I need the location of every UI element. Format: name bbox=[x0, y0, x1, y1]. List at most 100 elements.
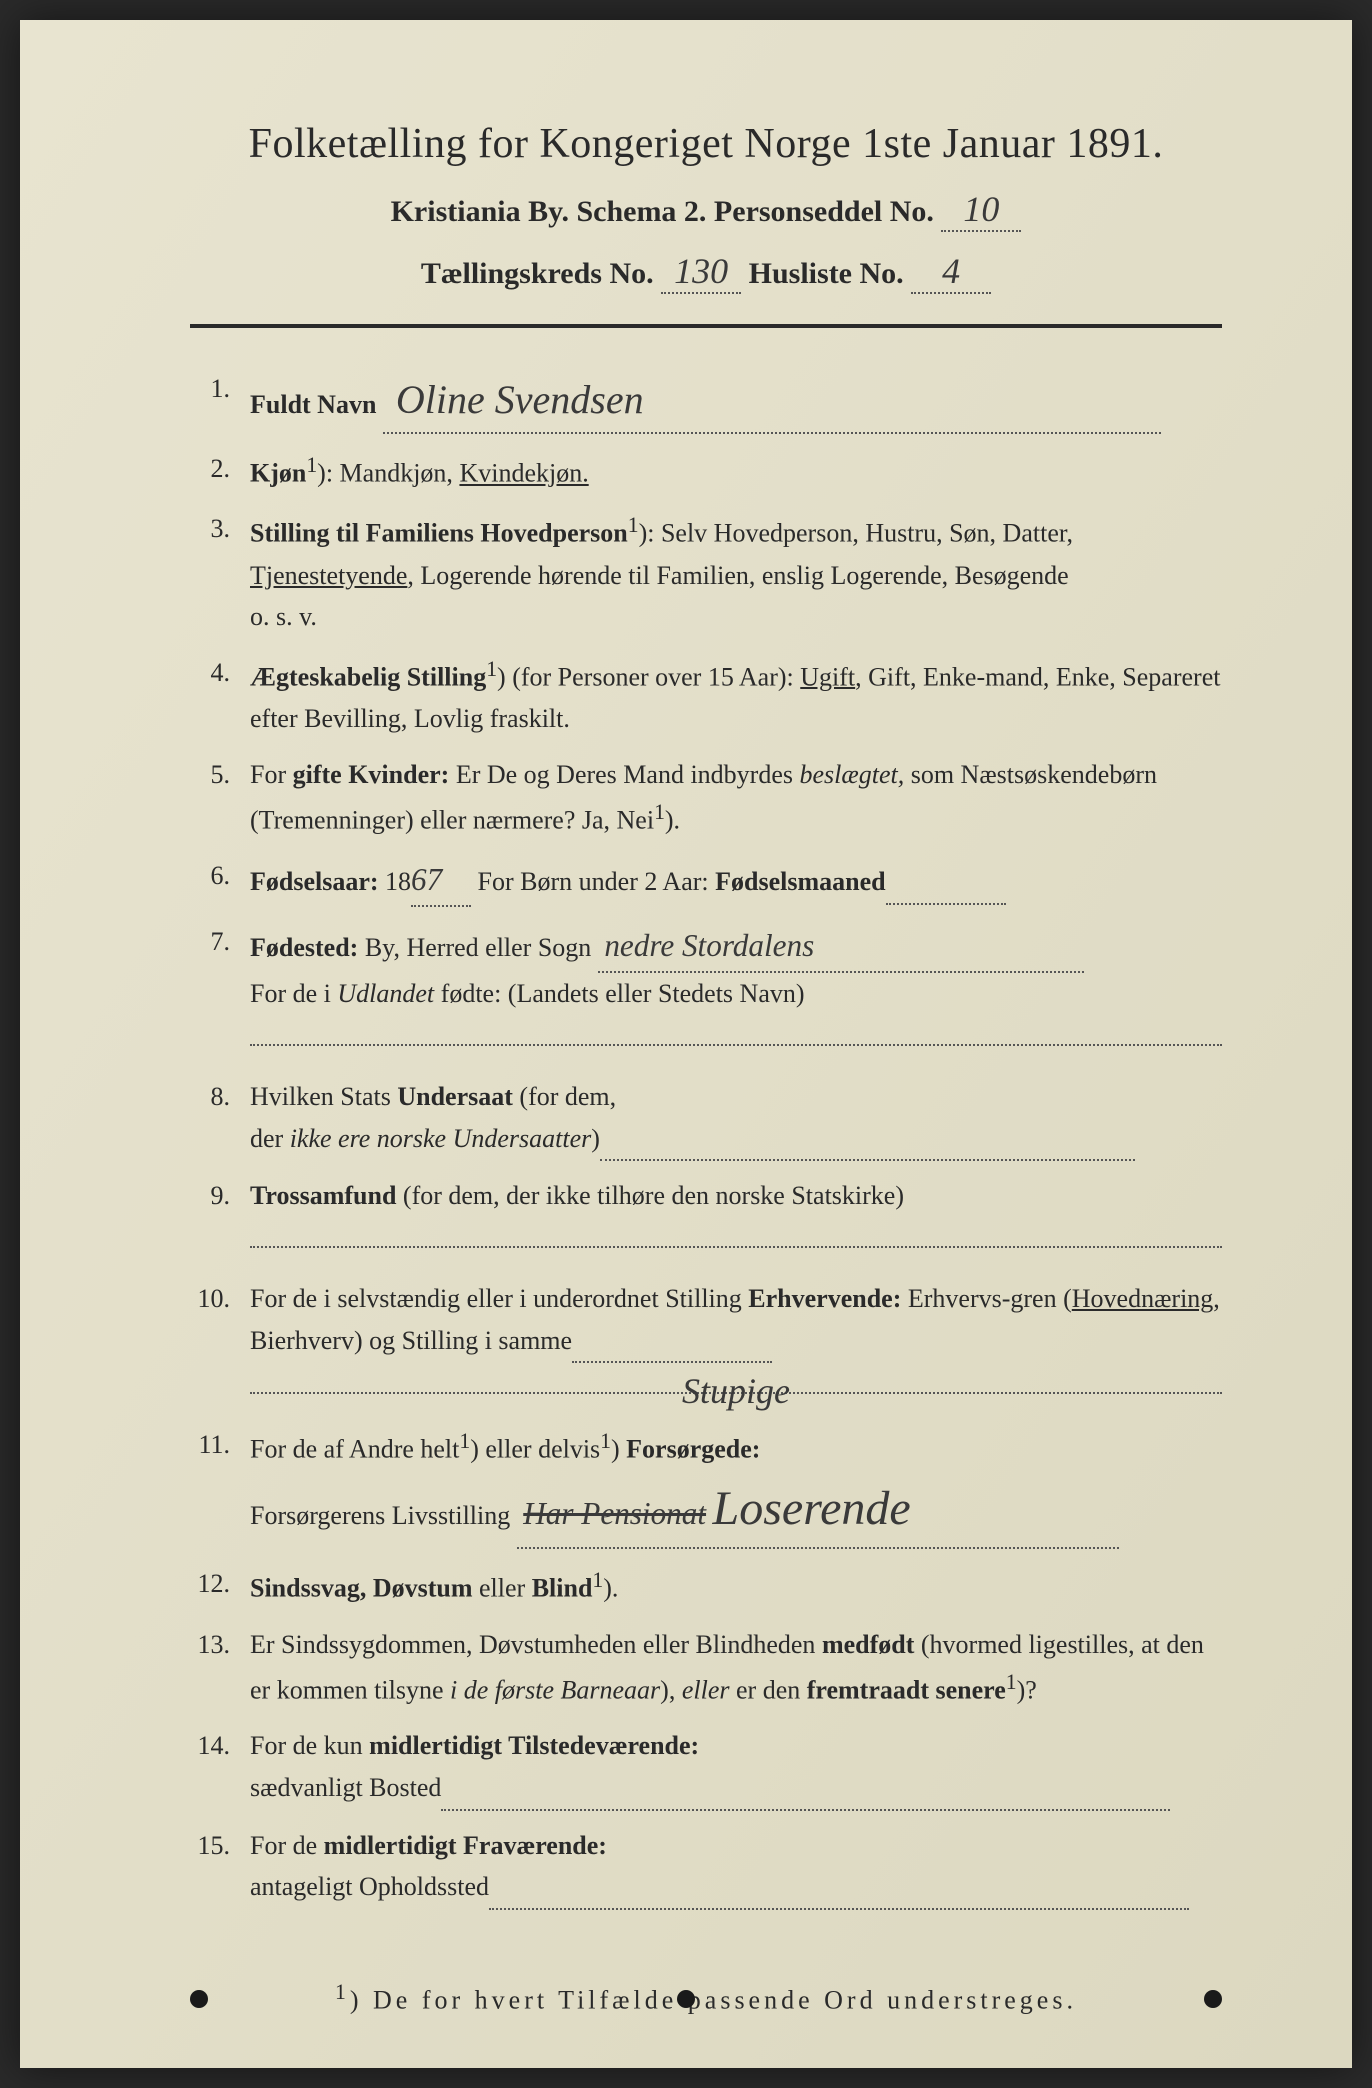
personseddel-no-value: 10 bbox=[941, 188, 1021, 232]
struck-value: Har Pensionat bbox=[523, 1496, 706, 1531]
line2-prefix: Kristiania By. Schema 2. Personseddel No… bbox=[391, 195, 934, 228]
sup: 1 bbox=[335, 1980, 350, 2004]
t1: For de bbox=[250, 1831, 324, 1860]
sup: 1 bbox=[654, 800, 665, 824]
l2: sædvanligt Bosted bbox=[250, 1773, 441, 1802]
row-num: 11. bbox=[190, 1424, 250, 1466]
blank bbox=[489, 1866, 1189, 1910]
row-3: 3. Stilling til Familiens Hovedperson1):… bbox=[190, 508, 1222, 637]
header-divider bbox=[190, 324, 1222, 328]
row-8: 8. Hvilken Stats Undersaat (for dem, der… bbox=[190, 1076, 1222, 1161]
occupation-line: Stupige bbox=[250, 1363, 1222, 1394]
blank-line bbox=[250, 1217, 1222, 1248]
b1: Trossamfund bbox=[250, 1181, 396, 1210]
row-num: 8. bbox=[190, 1076, 250, 1118]
blank bbox=[600, 1118, 1135, 1162]
t2: ). bbox=[603, 1574, 618, 1603]
b1: Sindssvag, Døvstum bbox=[250, 1574, 473, 1603]
label: Stilling til Familiens Hovedperson bbox=[250, 519, 628, 548]
row-body: Kjøn1): Mandkjøn, Kvindekjøn. bbox=[250, 448, 1222, 494]
row-15: 15. For de midlertidigt Fraværende: anta… bbox=[190, 1825, 1222, 1910]
t1: ) (for Personer over 15 Aar): bbox=[497, 662, 800, 691]
i1: ikke ere norske Undersaatter bbox=[290, 1124, 592, 1153]
big-value: Loserende bbox=[713, 1482, 911, 1535]
t2: , Logerende hørende til Familien, enslig… bbox=[407, 561, 1068, 590]
row-body: Fødselsaar: 1867 For Børn under 2 Aar: F… bbox=[250, 855, 1222, 907]
l2: antageligt Opholdssted bbox=[250, 1872, 489, 1901]
row-body: Stilling til Familiens Hovedperson1): Se… bbox=[250, 508, 1222, 637]
t1: By, Herred eller Sogn bbox=[358, 933, 597, 962]
row-body: Fødested: By, Herred eller Sogn nedre St… bbox=[250, 921, 1222, 1046]
census-form-page: Folketælling for Kongeriget Norge 1ste J… bbox=[20, 20, 1352, 2068]
row-14: 14. For de kun midlertidigt Tilstedevære… bbox=[190, 1725, 1222, 1810]
row-7: 7. Fødested: By, Herred eller Sogn nedre… bbox=[190, 921, 1222, 1046]
text: ) De for hvert Tilfælde passende Ord und… bbox=[350, 1986, 1077, 2015]
kreds-no-value: 130 bbox=[661, 250, 741, 294]
row-body: Sindssvag, Døvstum eller Blind1). bbox=[250, 1563, 1222, 1609]
footnote: 1) De for hvert Tilfælde passende Ord un… bbox=[190, 1980, 1222, 2016]
row-13: 13. Er Sindssygdommen, Døvstumheden elle… bbox=[190, 1624, 1222, 1712]
underlined: Tjenestetyende bbox=[250, 561, 407, 590]
l2b: ) bbox=[591, 1124, 600, 1153]
punch-hole-icon bbox=[1204, 1990, 1222, 2008]
t1: eller bbox=[473, 1574, 532, 1603]
label: Fødselsaar: bbox=[250, 867, 379, 896]
b2: Blind bbox=[532, 1574, 593, 1603]
row-num: 5. bbox=[190, 754, 250, 796]
name-value: Oline Svendsen bbox=[396, 377, 644, 422]
rest: ): Mandkjøn, bbox=[317, 459, 459, 488]
underlined: Kvindekjøn. bbox=[459, 459, 588, 488]
mid: For Børn under 2 Aar: bbox=[471, 867, 715, 896]
row-num: 7. bbox=[190, 921, 250, 963]
row-body: For de midlertidigt Fraværende: antageli… bbox=[250, 1825, 1222, 1910]
prefix: 18 bbox=[379, 867, 412, 896]
t3: ), bbox=[660, 1676, 682, 1705]
t1: (for dem, der ikke tilhøre den norske St… bbox=[396, 1181, 904, 1210]
l2b: fødte: (Landets eller Stedets Navn) bbox=[434, 979, 804, 1008]
t3: o. s. v. bbox=[250, 602, 317, 631]
l2a: der bbox=[250, 1124, 290, 1153]
label: Kjøn bbox=[250, 459, 306, 488]
row-body: Ægteskabelig Stilling1) (for Personer ov… bbox=[250, 652, 1222, 740]
l2: For de i bbox=[250, 979, 337, 1008]
row-10: 10. For de i selvstændig eller i underor… bbox=[190, 1278, 1222, 1394]
t2: (for dem, bbox=[513, 1082, 616, 1111]
row-num: 4. bbox=[190, 652, 250, 694]
row-12: 12. Sindssvag, Døvstum eller Blind1). bbox=[190, 1563, 1222, 1609]
row-body: Hvilken Stats Undersaat (for dem, der ik… bbox=[250, 1076, 1222, 1161]
b1: medfødt bbox=[822, 1630, 914, 1659]
sup: 1 bbox=[486, 657, 497, 681]
label: Ægteskabelig Stilling bbox=[250, 662, 486, 691]
row-11: 11. For de af Andre helt1) eller delvis1… bbox=[190, 1424, 1222, 1549]
t4: ). bbox=[665, 806, 680, 835]
s1: 1 bbox=[459, 1429, 470, 1453]
blank bbox=[441, 1767, 1170, 1811]
row-body: For de kun midlertidigt Tilstedeværende:… bbox=[250, 1725, 1222, 1810]
sup: 1 bbox=[628, 513, 639, 537]
row-num: 13. bbox=[190, 1624, 250, 1666]
t5: )? bbox=[1017, 1676, 1037, 1705]
b1: midlertidigt Fraværende: bbox=[324, 1831, 607, 1860]
row-num: 9. bbox=[190, 1175, 250, 1217]
row-4: 4. Ægteskabelig Stilling1) (for Personer… bbox=[190, 652, 1222, 740]
sub-title-1: Kristiania By. Schema 2. Personseddel No… bbox=[190, 188, 1222, 232]
t1: For bbox=[250, 760, 293, 789]
sup: 1 bbox=[306, 453, 317, 477]
main-title: Folketælling for Kongeriget Norge 1ste J… bbox=[190, 120, 1222, 168]
sup: 1 bbox=[1006, 1670, 1017, 1694]
row-body: Er Sindssygdommen, Døvstumheden eller Bl… bbox=[250, 1624, 1222, 1712]
row-num: 14. bbox=[190, 1725, 250, 1767]
t2: Erhvervs-gren ( bbox=[901, 1284, 1071, 1313]
b2: fremtraadt senere bbox=[807, 1676, 1006, 1705]
row-9: 9. Trossamfund (for dem, der ikke tilhør… bbox=[190, 1175, 1222, 1248]
punch-hole-icon bbox=[190, 1990, 208, 2008]
row-num: 6. bbox=[190, 855, 250, 897]
line3-mid: Husliste No. bbox=[749, 257, 904, 290]
b1: Forsørgede: bbox=[626, 1435, 760, 1464]
label: Fødested: bbox=[250, 933, 358, 962]
t2: Er De og Deres Mand indbyrdes bbox=[449, 760, 799, 789]
t1: For de af Andre helt bbox=[250, 1435, 459, 1464]
b1: midlertidigt Tilstedeværende: bbox=[369, 1731, 699, 1760]
row-body: Fuldt Navn Oline Svendsen bbox=[250, 368, 1222, 434]
l2: Forsørgerens Livsstilling bbox=[250, 1501, 517, 1530]
